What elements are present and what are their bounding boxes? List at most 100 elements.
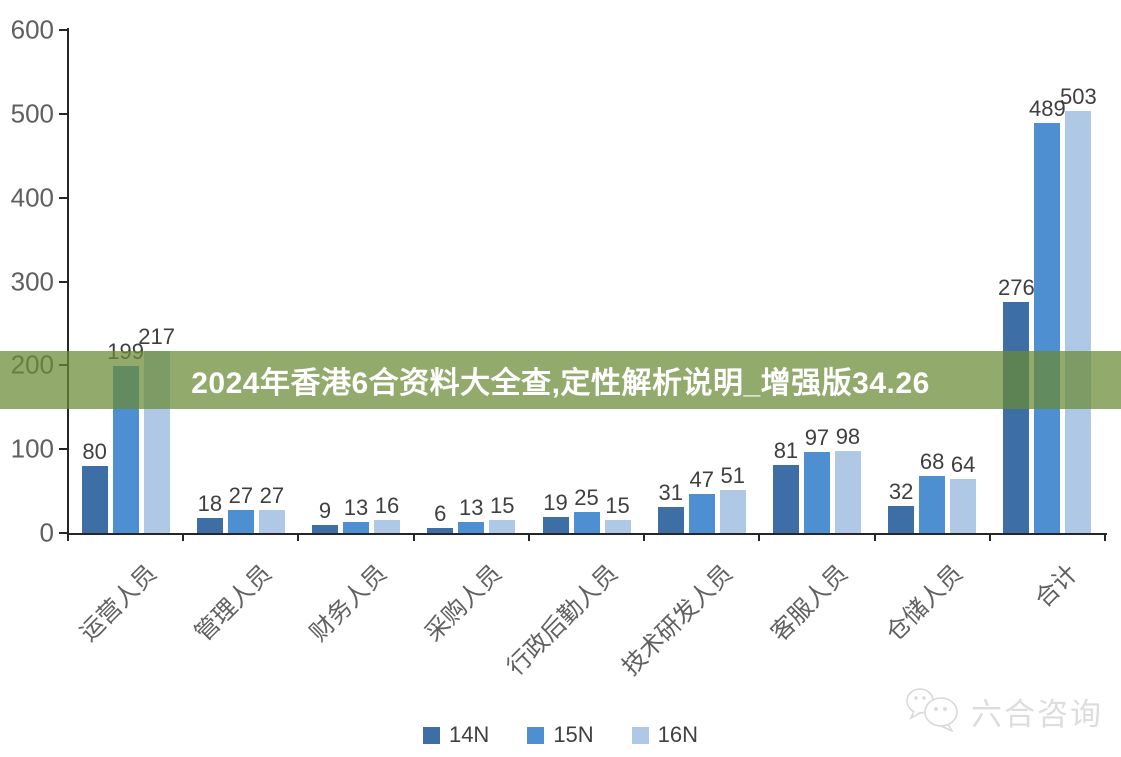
legend: 14N 15N 16N — [0, 722, 1121, 748]
bar-value-label: 9 — [318, 498, 332, 524]
bar-15N-技术研发人员 — [688, 493, 715, 533]
bar-16N-财务人员 — [374, 519, 401, 533]
legend-label-15N: 15N — [553, 722, 594, 747]
x-axis-tick — [67, 533, 69, 541]
title-banner: 2024年香港6合资料大全查,定性解析说明_增强版34.26 — [0, 351, 1121, 409]
bar-value-label: 81 — [773, 438, 799, 464]
bar-value-label: 64 — [950, 452, 976, 478]
bar-value-label: 27 — [259, 483, 285, 509]
bar-value-label: 18 — [197, 490, 223, 516]
y-axis-tick-label: 100 — [10, 433, 54, 464]
bar-16N-合计 — [1065, 111, 1092, 533]
bar-16N-客服人员 — [834, 450, 861, 533]
x-axis-tick — [873, 533, 876, 541]
bar-16N-采购人员 — [489, 520, 516, 533]
legend-swatch-14N — [422, 726, 440, 744]
watermark: 六合咨询 — [905, 686, 1103, 737]
bar-14N-客服人员 — [772, 465, 799, 533]
y-axis-line — [67, 28, 69, 540]
y-axis-tick — [59, 112, 68, 115]
y-axis-tick — [59, 280, 68, 283]
category-label-技术研发人员: 技术研发人员 — [616, 559, 738, 681]
bar-14N-技术研发人员 — [657, 507, 684, 533]
bar-15N-财务人员 — [343, 522, 370, 533]
legend-label-16N: 16N — [657, 722, 699, 747]
bar-15N-合计 — [1034, 123, 1061, 533]
bar-value-label: 25 — [574, 485, 599, 511]
y-axis-tick — [59, 532, 68, 534]
bar-value-label: 27 — [228, 483, 254, 509]
y-axis-tick-label: 0 — [39, 517, 54, 548]
bar-15N-管理人员 — [227, 510, 254, 533]
bar-value-label: 32 — [888, 479, 914, 505]
y-axis-tick — [59, 29, 68, 31]
legend-swatch-15N — [527, 726, 545, 744]
bar-value-label: 68 — [919, 448, 945, 474]
y-axis-tick — [59, 448, 68, 451]
category-label-管理人员: 管理人员 — [189, 559, 277, 647]
x-axis-tick — [643, 533, 646, 541]
x-axis-tick — [1104, 533, 1106, 541]
bar-value-label: 31 — [658, 480, 683, 505]
bar-15N-采购人员 — [458, 522, 485, 533]
y-axis-tick — [59, 196, 68, 199]
bar-value-label: 489 — [1029, 96, 1066, 122]
legend-item-16N: 16N — [631, 722, 699, 748]
bar-16N-管理人员 — [258, 510, 285, 533]
bar-15N-行政后勤人员 — [573, 512, 600, 533]
bar-value-label: 276 — [998, 274, 1035, 300]
bar-value-label: 19 — [543, 490, 568, 516]
legend-item-15N: 15N — [527, 722, 594, 748]
bar-15N-客服人员 — [803, 451, 830, 533]
bar-value-label: 98 — [835, 423, 861, 449]
bar-14N-运营人员 — [81, 465, 108, 533]
x-axis-tick — [297, 533, 300, 541]
category-label-行政后勤人员: 行政后勤人员 — [501, 559, 623, 681]
x-axis-tick — [527, 533, 530, 541]
bar-14N-财务人员 — [312, 525, 339, 533]
bar-value-label: 80 — [82, 438, 107, 464]
bar-value-label: 16 — [374, 492, 400, 518]
bar-value-label: 13 — [459, 495, 484, 521]
bar-value-label: 217 — [138, 324, 175, 350]
x-axis-line — [67, 533, 1107, 535]
bar-14N-合计 — [1003, 301, 1030, 533]
watermark-text: 六合咨询 — [971, 697, 1103, 732]
bar-15N-仓储人员 — [919, 475, 946, 533]
bar-value-label: 97 — [804, 424, 830, 450]
category-label-合计: 合计 — [1030, 559, 1084, 613]
banner-title: 2024年香港6合资料大全查,定性解析说明_增强版34.26 — [191, 367, 930, 400]
bar-14N-仓储人员 — [888, 506, 915, 533]
category-label-运营人员: 运营人员 — [74, 559, 162, 647]
wechat-bubbles-icon — [905, 686, 963, 737]
category-label-财务人员: 财务人员 — [305, 559, 393, 647]
bar-value-label: 15 — [605, 493, 630, 519]
legend-swatch-16N — [631, 726, 649, 744]
category-label-仓储人员: 仓储人员 — [881, 559, 969, 647]
legend-item-14N: 14N — [422, 722, 490, 748]
bar-value-label: 51 — [720, 463, 745, 489]
x-axis-tick — [988, 533, 991, 541]
x-axis-tick — [758, 533, 761, 541]
bar-14N-行政后勤人员 — [542, 517, 569, 533]
bar-14N-采购人员 — [427, 527, 454, 533]
bar-16N-行政后勤人员 — [604, 520, 631, 533]
x-axis-tick — [182, 533, 185, 541]
y-axis-tick-label: 300 — [10, 266, 54, 296]
bar-14N-管理人员 — [196, 517, 223, 533]
bar-16N-仓储人员 — [950, 479, 977, 533]
legend-label-14N: 14N — [448, 722, 490, 747]
y-axis-tick-label: 500 — [10, 98, 54, 129]
bar-16N-技术研发人员 — [719, 490, 746, 533]
category-label-采购人员: 采购人员 — [420, 559, 508, 647]
bar-value-label: 13 — [343, 495, 369, 521]
x-axis-tick — [412, 533, 415, 541]
bar-value-label: 6 — [434, 500, 447, 526]
bar-value-label: 15 — [490, 493, 515, 519]
bar-value-label: 47 — [689, 466, 714, 492]
bar-value-label: 503 — [1060, 84, 1097, 110]
y-axis-tick-label: 400 — [10, 182, 54, 213]
y-axis-tick-label: 600 — [10, 14, 54, 45]
category-label-客服人员: 客服人员 — [766, 559, 853, 647]
